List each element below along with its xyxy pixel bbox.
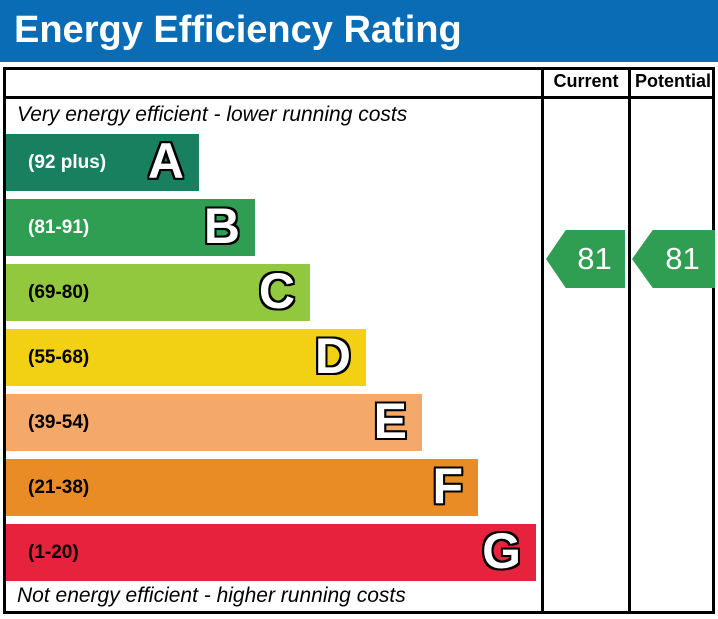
band-range-label: (92 plus) [28,151,107,173]
band-range-label: (21-38) [28,476,90,498]
current-rating-arrow: 81 [546,230,625,288]
band-range-label: (39-54) [28,411,90,433]
rating-bands: (92 plus) A (81-91) B (69-80) C (55-68) … [6,134,536,589]
band-range-label: (69-80) [28,281,90,303]
band-row-e: (39-54) E [6,394,422,451]
potential-column-divider [628,67,631,614]
potential-column-header: Potential [634,71,711,91]
bottom-note: Not energy efficient - higher running co… [17,584,406,607]
band-letter: D [314,327,351,384]
potential-rating-value: 81 [665,241,700,276]
band-range-label: (55-68) [28,346,90,368]
band-row-d: (55-68) D [6,329,366,386]
header-divider-line [3,96,715,99]
current-column-header: Current [553,71,619,91]
band-letter: E [373,392,407,449]
band-letter: A [147,132,184,189]
band-row-f: (21-38) F [6,459,478,516]
title-bar: Energy Efficiency Rating [0,0,718,62]
band-range-label: (1-20) [28,541,79,563]
current-rating-value: 81 [577,241,612,276]
band-row-c: (69-80) C [6,264,310,321]
rating-table-frame [3,67,715,614]
band-row-g: (1-20) G [6,524,536,581]
band-letter: C [258,262,295,319]
band-letter: F [432,457,463,514]
current-column-divider [541,67,544,614]
band-range-label: (81-91) [28,216,90,238]
top-note: Very energy efficient - lower running co… [17,103,408,126]
band-letter: B [203,197,240,254]
band-row-a: (92 plus) A [6,134,199,191]
page-title: Energy Efficiency Rating [14,9,462,51]
band-letter: G [482,522,521,579]
band-row-b: (81-91) B [6,199,255,256]
